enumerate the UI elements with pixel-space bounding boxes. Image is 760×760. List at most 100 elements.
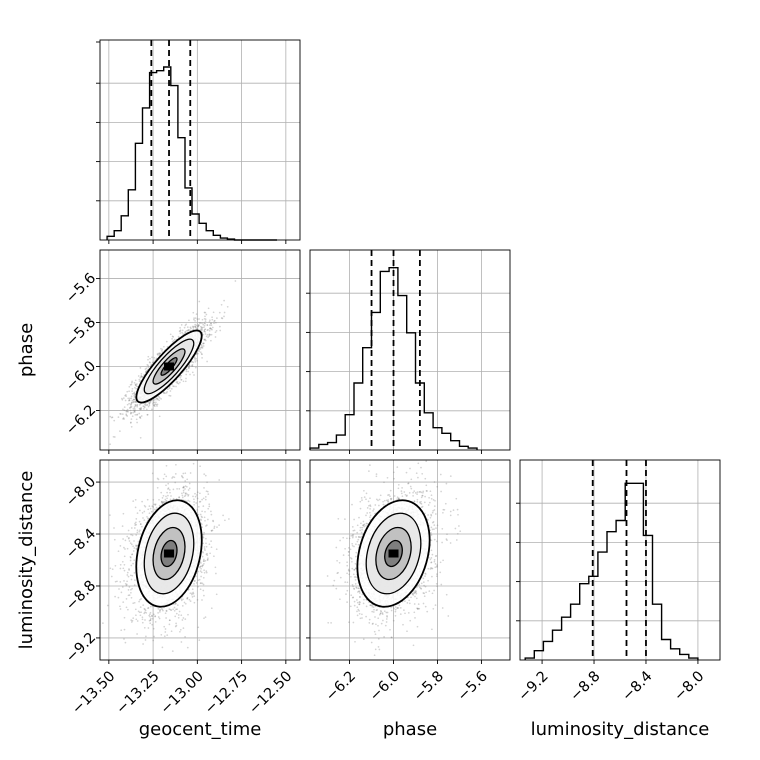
scatter-point bbox=[188, 365, 190, 368]
scatter-point bbox=[149, 507, 152, 510]
scatter-point bbox=[191, 363, 194, 366]
scatter-point bbox=[124, 641, 127, 644]
scatter-point bbox=[125, 410, 128, 413]
scatter-point bbox=[139, 407, 142, 410]
panel-content bbox=[109, 280, 237, 446]
scatter-point bbox=[175, 624, 178, 627]
scatter-point bbox=[157, 608, 160, 610]
scatter-point bbox=[148, 401, 150, 404]
scatter-point bbox=[156, 486, 159, 489]
scatter-point bbox=[202, 497, 205, 500]
scatter-point bbox=[135, 401, 138, 404]
scatter-point bbox=[182, 598, 184, 601]
scatter-point bbox=[136, 544, 139, 547]
scatter-point bbox=[117, 596, 120, 599]
scatter-point bbox=[199, 570, 202, 572]
scatter-point bbox=[133, 540, 135, 542]
scatter-point bbox=[198, 300, 201, 303]
scatter-point bbox=[130, 397, 133, 400]
scatter-point bbox=[145, 612, 148, 614]
scatter-point bbox=[134, 409, 136, 412]
scatter-point bbox=[144, 505, 147, 508]
scatter-point bbox=[189, 600, 192, 602]
scatter-point bbox=[154, 503, 157, 506]
scatter-point bbox=[208, 320, 211, 323]
scatter-point bbox=[201, 345, 203, 348]
scatter-point bbox=[147, 355, 150, 358]
scatter-point bbox=[191, 360, 194, 363]
scatter-point bbox=[197, 626, 200, 629]
scatter-point bbox=[147, 364, 150, 367]
scatter-point bbox=[163, 391, 165, 394]
scatter-point bbox=[133, 406, 136, 408]
scatter-point bbox=[145, 635, 147, 638]
scatter-point bbox=[169, 333, 172, 336]
scatter-point bbox=[144, 404, 147, 407]
scatter-point bbox=[125, 583, 128, 586]
scatter-point bbox=[156, 397, 158, 400]
scatter-point bbox=[219, 329, 222, 332]
scatter-point bbox=[139, 523, 142, 525]
scatter-point bbox=[163, 500, 165, 503]
scatter-point bbox=[130, 543, 133, 546]
scatter-point bbox=[157, 352, 160, 355]
scatter-point bbox=[166, 390, 168, 393]
scatter-point bbox=[133, 396, 136, 398]
scatter-point bbox=[138, 416, 141, 419]
scatter-point bbox=[122, 408, 124, 411]
scatter-point bbox=[182, 627, 185, 629]
scatter-frame bbox=[99, 249, 301, 451]
scatter-point bbox=[192, 328, 195, 331]
scatter-point bbox=[205, 542, 207, 545]
scatter-point bbox=[215, 572, 217, 575]
scatter-point bbox=[199, 500, 202, 503]
scatter-point bbox=[178, 330, 181, 332]
scatter-point bbox=[168, 489, 171, 491]
scatter-point bbox=[133, 398, 135, 401]
scatter-point bbox=[201, 526, 203, 529]
scatter-point bbox=[171, 650, 174, 652]
scatter-point bbox=[159, 609, 161, 612]
scatter-point bbox=[163, 635, 166, 638]
scatter-point bbox=[130, 621, 133, 623]
scatter-point bbox=[144, 368, 147, 370]
scatter-point bbox=[201, 555, 204, 558]
scatter-point bbox=[167, 494, 169, 497]
scatter-point bbox=[202, 542, 204, 545]
scatter-point bbox=[204, 315, 206, 318]
scatter-point bbox=[125, 394, 127, 396]
scatter-point bbox=[202, 536, 205, 539]
scatter-point bbox=[148, 361, 151, 363]
scatter-point bbox=[193, 498, 195, 501]
scatter-point bbox=[192, 325, 195, 328]
scatter-point bbox=[132, 411, 134, 414]
scatter-point bbox=[134, 413, 137, 416]
scatter-point bbox=[147, 607, 150, 609]
scatter-point bbox=[181, 475, 184, 478]
scatter-point bbox=[135, 534, 138, 536]
scatter-point bbox=[206, 324, 209, 327]
histogram-step bbox=[106, 66, 277, 241]
scatter-point bbox=[174, 615, 177, 618]
scatter-point bbox=[204, 339, 207, 342]
scatter-point bbox=[193, 601, 196, 604]
scatter-point bbox=[214, 336, 217, 338]
scatter-point bbox=[192, 462, 195, 465]
scatter-point bbox=[194, 492, 196, 495]
scatter-point bbox=[164, 628, 167, 630]
scatter-point bbox=[179, 381, 181, 384]
scatter-point bbox=[156, 353, 159, 355]
scatter-point bbox=[204, 519, 206, 522]
scatter-point bbox=[194, 360, 197, 363]
scatter-point bbox=[203, 326, 205, 329]
scatter-point bbox=[205, 571, 208, 574]
scatter-point bbox=[184, 472, 187, 475]
scatter-point bbox=[175, 385, 177, 388]
scatter-point bbox=[147, 358, 149, 361]
scatter-point bbox=[151, 356, 153, 359]
scatter-point bbox=[139, 408, 142, 411]
scatter-point bbox=[122, 397, 125, 399]
scatter-point bbox=[148, 402, 151, 405]
scatter-point bbox=[212, 520, 215, 523]
scatter-point bbox=[168, 608, 171, 610]
